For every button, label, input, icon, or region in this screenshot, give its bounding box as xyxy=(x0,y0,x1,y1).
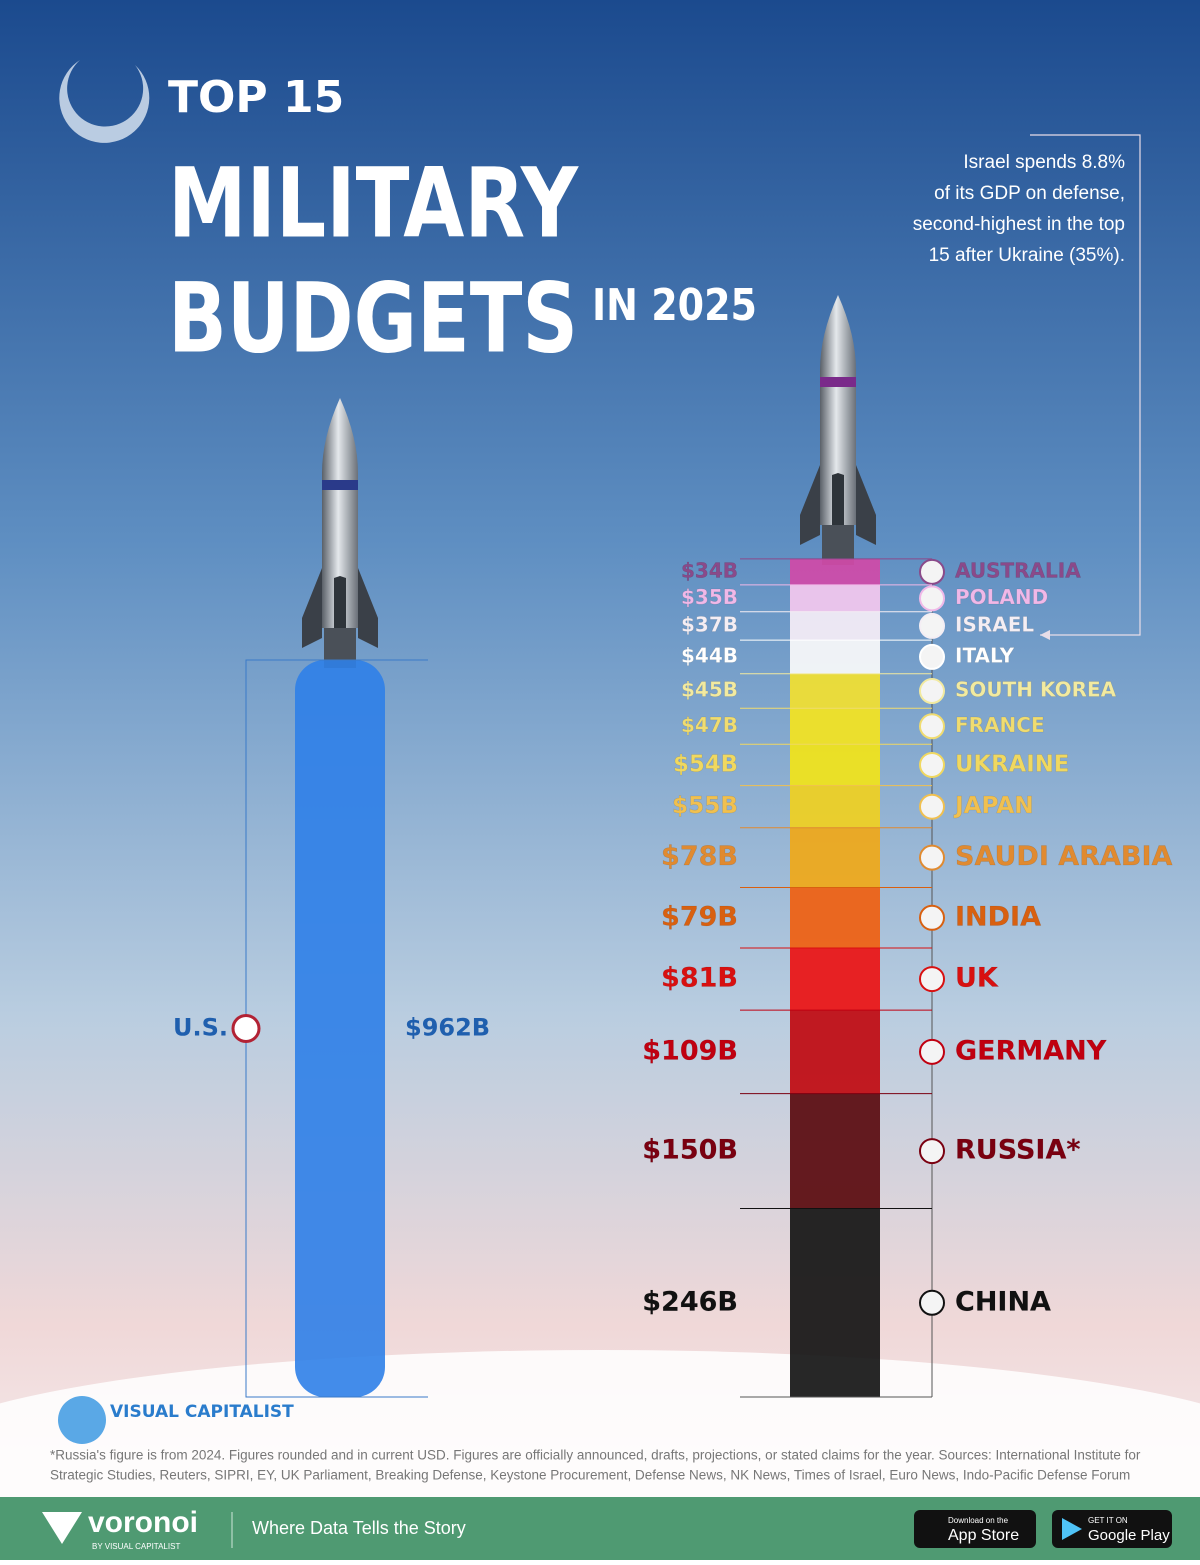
play-icon xyxy=(1062,1518,1082,1540)
flag xyxy=(919,751,945,778)
footer-tagline: Where Data Tells the Story xyxy=(252,1518,466,1538)
plume-segment xyxy=(790,558,880,585)
plume-segment xyxy=(790,1208,880,1397)
plume-segment xyxy=(790,827,880,888)
annotation-arrow xyxy=(1040,630,1050,640)
plume-segment xyxy=(790,611,880,641)
value-label: $34B xyxy=(681,558,738,582)
play-label: Google Play xyxy=(1088,1527,1170,1544)
plume-segment xyxy=(790,584,880,612)
country-label: JAPAN xyxy=(953,792,1034,819)
plume-segment xyxy=(790,640,880,674)
flag xyxy=(919,713,945,740)
moon xyxy=(59,60,150,143)
country-label: FRANCE xyxy=(955,713,1045,737)
country-label: SAUDI ARABIA xyxy=(955,841,1173,872)
flag xyxy=(919,844,945,871)
country-label: UKRAINE xyxy=(955,751,1069,777)
value-label: $246B xyxy=(642,1286,738,1317)
appstore-small: Download on the xyxy=(948,1516,1009,1525)
country-label: CHINA xyxy=(955,1286,1051,1317)
value-label: $47B xyxy=(681,713,738,737)
flag xyxy=(919,793,945,820)
annotation-line: of its GDP on defense, xyxy=(934,183,1125,204)
plume xyxy=(295,660,385,1397)
value-label: $81B xyxy=(661,963,738,994)
annotation-line: Israel spends 8.8% xyxy=(963,152,1125,173)
value-label: $45B xyxy=(681,678,738,702)
value-label: $150B xyxy=(642,1135,738,1166)
title-line1: MILITARY xyxy=(168,147,579,259)
footer-logo: voronoi xyxy=(88,1506,198,1539)
annotation-line: second-highest in the top xyxy=(913,214,1125,235)
value-label: $962B xyxy=(405,1014,490,1042)
value-label: $78B xyxy=(661,841,738,872)
plume-segment xyxy=(790,744,880,786)
flag xyxy=(919,612,945,639)
country-label: INDIA xyxy=(955,901,1041,932)
rocket-band xyxy=(322,480,358,490)
flag xyxy=(919,678,945,705)
flag xyxy=(231,1014,261,1043)
flag xyxy=(919,585,945,612)
flag xyxy=(919,1038,945,1065)
plot: U.S. $962B $34B AUSTRALIA $35B POLAND $37B ISRA… xyxy=(173,558,1173,1398)
flag xyxy=(919,904,945,931)
flag xyxy=(919,643,945,670)
country-label: ISRAEL xyxy=(955,612,1034,636)
flag xyxy=(919,558,945,585)
plume-segment xyxy=(790,673,880,709)
play-small: GET IT ON xyxy=(1088,1516,1128,1525)
annotation: Israel spends 8.8% of its GDP on defense,… xyxy=(913,152,1125,266)
value-label: $37B xyxy=(681,612,738,636)
value-label: $109B xyxy=(642,1035,738,1066)
footnote: *Russia's figure is from 2024. Figures r… xyxy=(50,1448,1141,1463)
appstore-label: App Store xyxy=(948,1527,1019,1544)
country-label: U.S. xyxy=(173,1014,228,1042)
country-label: ITALY xyxy=(955,643,1015,667)
flag xyxy=(919,1138,945,1165)
footer-byline: BY VISUAL CAPITALIST xyxy=(92,1542,180,1551)
plume-segment xyxy=(790,785,880,828)
country-label: GERMANY xyxy=(955,1035,1107,1066)
annotation-connector xyxy=(1030,134,1141,636)
value-label: $55B xyxy=(672,792,738,819)
plume-segment xyxy=(790,708,880,745)
value-label: $79B xyxy=(661,901,738,932)
flag xyxy=(919,1289,945,1316)
annotation-line: 15 after Ukraine (35%). xyxy=(929,245,1125,266)
country-label: SOUTH KOREA xyxy=(955,678,1117,702)
brand-logo: VISUAL CAPITALIST xyxy=(58,1396,294,1444)
value-label: $35B xyxy=(681,585,738,609)
title-year: IN 2025 xyxy=(592,280,757,331)
title-line2: BUDGETS xyxy=(168,262,578,374)
country-label: POLAND xyxy=(955,585,1048,609)
googleplay-button[interactable] xyxy=(1052,1510,1172,1548)
value-label: $44B xyxy=(681,643,738,667)
flag xyxy=(919,966,945,993)
title-top: TOP 15 xyxy=(168,72,344,123)
country-label: RUSSIA* xyxy=(955,1135,1080,1166)
brand: VISUAL CAPITALIST xyxy=(110,1402,294,1422)
appstore-button[interactable] xyxy=(914,1510,1036,1548)
voronoi-icon xyxy=(42,1512,82,1544)
plume-segment xyxy=(790,1010,880,1094)
country-label: AUSTRALIA xyxy=(955,558,1081,582)
footnote: Strategic Studies, Reuters, SIPRI, EY, U… xyxy=(50,1468,1130,1483)
country-label: UK xyxy=(955,963,999,994)
plume-segment xyxy=(790,948,880,1011)
plume-segment xyxy=(790,887,880,949)
rocket-band xyxy=(820,377,856,387)
plume-segment xyxy=(790,1093,880,1209)
value-label: $54B xyxy=(673,751,738,777)
